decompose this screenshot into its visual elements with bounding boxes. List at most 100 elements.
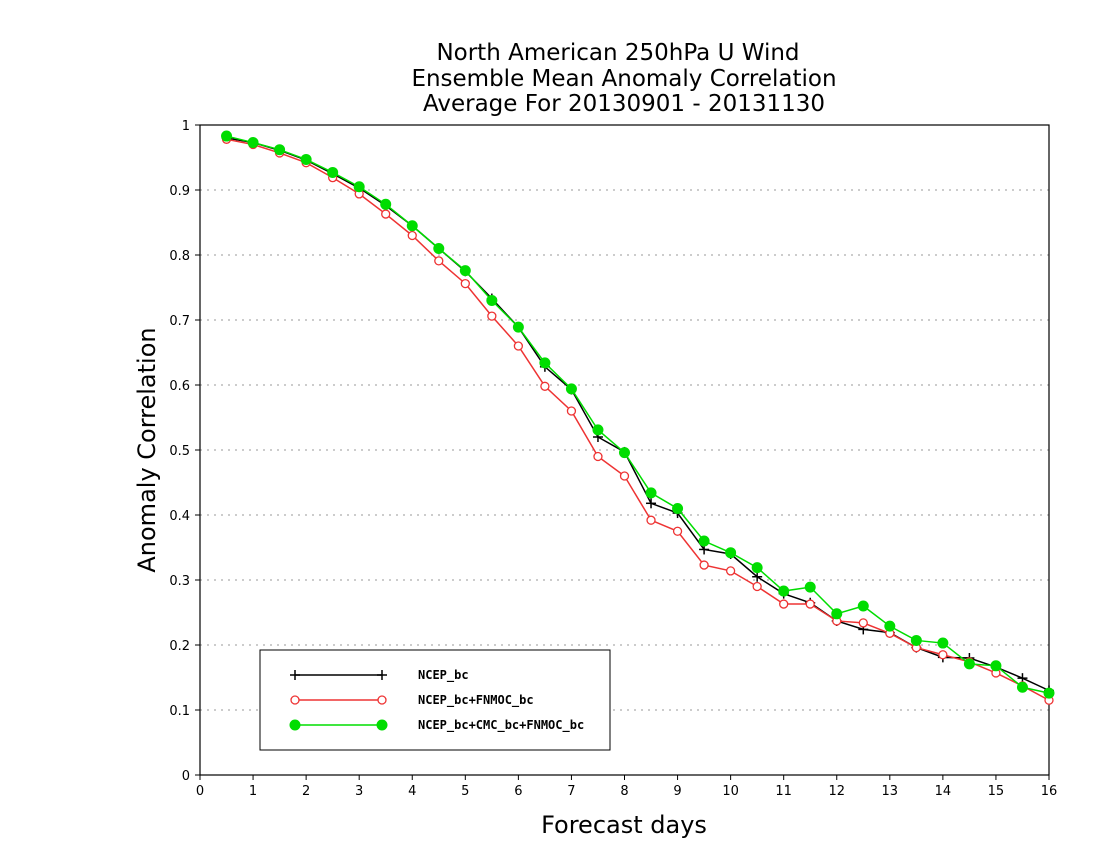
data-point (1043, 687, 1055, 699)
x-tick-label: 14 (935, 784, 952, 799)
data-point (778, 585, 790, 597)
data-point (858, 618, 868, 628)
x-tick-label: 13 (882, 784, 899, 799)
data-point (672, 526, 683, 536)
data-point (247, 137, 259, 149)
legend-marker-end (376, 719, 388, 731)
legend-label: NCEP_bc+CMC_bc+FNMOC_bc (418, 718, 584, 733)
data-point (407, 230, 417, 241)
data-point (672, 503, 684, 514)
chart-title-line-2: Ensemble Mean Anomaly Correlation (411, 66, 836, 92)
data-point (512, 321, 524, 333)
data-point (565, 383, 577, 395)
data-point (300, 153, 312, 165)
y-tick-label: 0.5 (169, 444, 190, 459)
data-point (646, 515, 656, 525)
series-line (226, 135, 1050, 694)
x-tick-label: 6 (514, 784, 522, 799)
y-tick-label: 0 (182, 769, 190, 784)
legend-marker-end (377, 695, 387, 705)
series-1 (221, 133, 1054, 696)
y-tick-label: 0.9 (169, 184, 190, 199)
chart-title-line-3: Average For 20130901 - 20131130 (423, 91, 825, 117)
legend-items: NCEP_bc NCEP_bc+FNMOC_bc NCEP_bc+CMC_bc+FN… (289, 668, 584, 733)
data-point (990, 660, 1002, 672)
x-tick-label: 5 (461, 784, 469, 799)
series-line (226, 137, 1050, 692)
data-point (699, 560, 709, 570)
y-axis-label: Anomaly Correlation (133, 327, 161, 572)
series-3 (221, 130, 1055, 699)
series-line (226, 138, 1050, 701)
data-point (274, 144, 286, 156)
data-point (459, 265, 471, 277)
x-tick-label: 9 (673, 784, 681, 799)
y-axis-ticks: 0 0.1 0.2 0.3 0.4 0.5 0.6 0.7 0.8 0.9 1 (169, 119, 200, 784)
data-point (619, 471, 630, 481)
data-point (752, 571, 763, 582)
x-tick-label: 2 (302, 784, 310, 799)
data-point (513, 341, 524, 351)
data-point (406, 220, 418, 232)
x-tick-label: 1 (249, 784, 257, 799)
x-tick-label: 11 (775, 784, 792, 799)
data-point (593, 451, 603, 462)
x-tick-label: 7 (567, 784, 575, 799)
data-point (779, 599, 789, 609)
data-point (434, 256, 444, 266)
legend-marker-start (289, 719, 301, 731)
y-tick-label: 0.7 (169, 314, 190, 329)
legend-marker-start (290, 695, 300, 705)
legend-marker-start (290, 670, 300, 680)
x-tick-label: 16 (1041, 784, 1058, 799)
x-axis-ticks: 0 1 2 3 4 5 6 7 8 9 10 11 12 13 14 15 16 (196, 775, 1057, 799)
data-point (646, 498, 657, 509)
y-tick-label: 0.4 (169, 509, 190, 524)
legend-item-1: NCEP_bc (290, 668, 469, 683)
x-tick-label: 0 (196, 784, 204, 799)
data-point (539, 357, 551, 369)
x-tick-label: 15 (988, 784, 1005, 799)
x-axis-label: Forecast days (541, 811, 707, 839)
x-tick-label: 4 (408, 784, 416, 799)
data-point (592, 424, 604, 436)
data-point (804, 581, 816, 593)
series-2 (221, 134, 1054, 705)
data-point (910, 634, 922, 646)
data-point (857, 600, 869, 612)
legend-marker-end (377, 670, 387, 680)
x-tick-label: 8 (620, 784, 628, 799)
data-point (884, 620, 896, 632)
data-point (566, 406, 577, 416)
y-tick-label: 0.3 (169, 574, 190, 589)
x-tick-label: 12 (828, 784, 845, 799)
data-point (1016, 681, 1028, 693)
legend-item-2: NCEP_bc+FNMOC_bc (290, 693, 534, 708)
legend-item-3: NCEP_bc+CMC_bc+FNMOC_bc (289, 718, 584, 733)
x-tick-label: 3 (355, 784, 363, 799)
data-point (805, 599, 815, 609)
data-point (937, 637, 949, 649)
y-tick-label: 0.6 (169, 379, 190, 394)
data-point (751, 562, 763, 574)
legend: NCEP_bc NCEP_bc+FNMOC_bc NCEP_bc+CMC_bc+FN… (259, 649, 611, 751)
data-point (460, 278, 470, 289)
data-point (963, 658, 975, 670)
y-tick-label: 0.8 (169, 249, 190, 264)
x-tick-label: 10 (722, 784, 739, 799)
data-point (752, 581, 762, 592)
y-tick-label: 0.2 (169, 639, 190, 654)
data-point (433, 243, 445, 254)
data-point (540, 381, 550, 391)
data-point (487, 311, 497, 321)
chart-title: North American 250hPa U Wind Ensemble Me… (411, 40, 836, 117)
data-point (938, 650, 948, 660)
data-point (725, 566, 736, 576)
data-point (353, 181, 365, 193)
chart-title-line-1: North American 250hPa U Wind (436, 40, 799, 66)
series-layer (221, 130, 1055, 705)
data-point (698, 535, 710, 547)
legend-label: NCEP_bc (418, 668, 469, 683)
data-point (381, 209, 391, 219)
